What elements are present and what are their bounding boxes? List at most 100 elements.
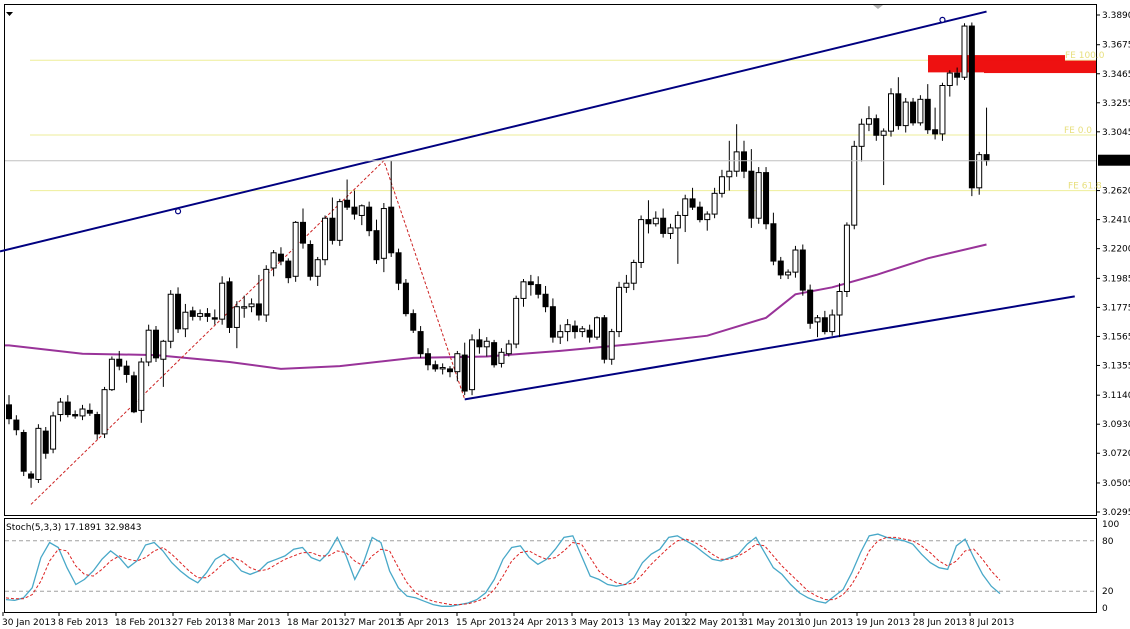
candle-body [638,219,645,263]
indicator-panel-frame [4,518,1097,613]
candle-body [145,329,152,363]
date-tick-label: 15 Apr 2013 [456,618,512,628]
candle-body [461,354,468,392]
candle-body [182,311,189,330]
candle-body [564,324,571,333]
candle-body [932,129,939,135]
candle-body [792,249,799,273]
candle-body [851,145,858,226]
zigzag-line [30,159,466,505]
date-tick-label: 27 Mar 2013 [344,618,401,628]
candle-body [86,409,93,414]
candle-body [344,199,351,208]
candle-body [652,217,659,225]
price-tick-label: 3.0295 [1102,508,1130,518]
candle-body [873,118,880,136]
candle-body [116,358,123,367]
candle-body [241,306,248,309]
candle-body [79,408,86,417]
price-tick-label: 3.0720 [1102,449,1130,459]
candle-body [226,281,233,328]
candle-body [101,389,108,435]
current-price-label: 3.2836 [1102,157,1130,167]
candle-body [380,208,387,259]
candle-body [108,358,115,391]
stoch-tick-label: 100 [1102,520,1119,530]
channel-anchor-point [174,208,182,215]
candle-body [910,101,917,124]
candle-body [402,282,409,315]
candle-body [814,317,821,323]
candle-body [902,101,909,127]
candle-body [520,281,527,299]
candle-body [388,206,395,254]
candle-body [483,340,490,348]
price-tick-label: 3.3465 [1102,70,1130,80]
candle-body [505,343,512,355]
candle-body [123,365,130,375]
candle-body [946,72,953,87]
candle-body [270,252,277,269]
fib-level-label: FE 61.8 [1068,182,1102,192]
candle-body [755,172,762,219]
candle-body [57,401,64,416]
date-tick-label: 28 Jun 2013 [913,618,967,628]
candle-body [763,172,770,225]
date-tick-label: 3 May 2013 [571,618,624,628]
date-tick-label: 8 Feb 2013 [58,618,108,628]
candle-body [660,217,667,234]
date-tick-label: 19 Jun 2013 [856,618,910,628]
candle-body [64,401,71,416]
date-tick-label: 13 May 2013 [628,618,687,628]
candle-body [6,404,12,420]
candle-body [300,221,306,244]
candle-body [189,310,196,317]
candle-body [35,427,42,481]
candle-body [821,317,828,333]
candle-body [696,206,703,221]
candle-body [498,351,505,364]
date-tick-label: 31 May 2013 [742,618,801,628]
channel-line-lower [464,295,1075,401]
candle-body [829,314,836,333]
candle-body [476,339,483,348]
candle-body [130,375,137,413]
price-tick-label: 3.3045 [1102,128,1130,138]
candle-body [307,243,314,277]
date-tick-label: 10 Jun 2013 [799,618,853,628]
candle-body [711,192,718,215]
candle-body [153,329,159,359]
candle-body [13,419,20,431]
candle-body [704,213,711,221]
candles [6,22,990,488]
candle-body [807,289,814,324]
candle-body [976,154,983,189]
candle-body [94,414,101,435]
candle-body [50,415,57,450]
candle-body [917,98,924,124]
candle-body [586,329,593,338]
price-tick-label: 3.1985 [1102,274,1130,284]
candle-body [726,170,733,178]
date-tick-label: 24 Apr 2013 [513,618,569,628]
candle-body [865,118,872,125]
candle-body [836,290,843,316]
menu-arrow-icon[interactable] [6,12,13,16]
candle-body [799,249,806,291]
candle-body [42,430,49,454]
current-price-badge [1098,154,1130,166]
price-tick-label: 3.3890 [1102,11,1130,21]
shift-marker-icon[interactable] [873,5,883,9]
candle-body [204,313,211,317]
price-tick-label: 3.1140 [1102,391,1130,401]
candle-body [219,282,226,320]
stochastic-axis: 100 80 20 0 [1102,520,1119,614]
candle-body [491,342,498,366]
candle-body [608,331,615,360]
candle-body [285,260,292,279]
price-tick-label: 3.2620 [1102,187,1130,197]
price-tick-label: 3.1565 [1102,332,1130,342]
candle-body [843,224,850,292]
price-tick-label: 3.3675 [1102,41,1130,51]
